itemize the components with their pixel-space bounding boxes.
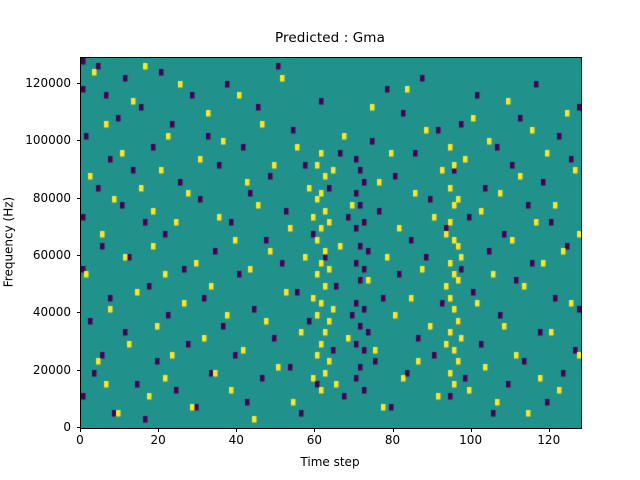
x-tick-label: 0 [76, 433, 84, 447]
chart-title: Predicted : Gma [275, 30, 385, 46]
x-tick-label: 120 [537, 433, 561, 447]
x-tick-label: 80 [384, 433, 401, 447]
heatmap-canvas [81, 58, 581, 428]
x-tick-mark [158, 428, 160, 432]
x-tick-label: 100 [459, 433, 483, 447]
heatmap-axes [80, 57, 582, 429]
y-axis-label-text: Frequency (Hz) [1, 196, 15, 288]
x-tick-mark [548, 428, 550, 432]
x-tick-label: 40 [228, 433, 244, 447]
y-tick-mark [76, 140, 80, 142]
x-tick-mark [392, 428, 394, 432]
x-tick-label: 20 [150, 433, 166, 447]
y-tick-mark [76, 254, 80, 256]
x-tick-mark [314, 428, 316, 432]
y-tick-mark [76, 312, 80, 314]
x-axis-label: Time step [300, 455, 360, 469]
y-tick-mark [76, 197, 80, 199]
x-tick-mark [470, 428, 472, 432]
y-axis-label: Frequency (Hz) [0, 57, 16, 427]
x-tick-label: 60 [306, 433, 323, 447]
x-tick-mark [236, 428, 238, 432]
y-tick-mark [76, 82, 80, 84]
y-tick-mark [76, 427, 80, 428]
y-tick-mark [76, 369, 80, 371]
x-tick-mark [80, 428, 81, 432]
